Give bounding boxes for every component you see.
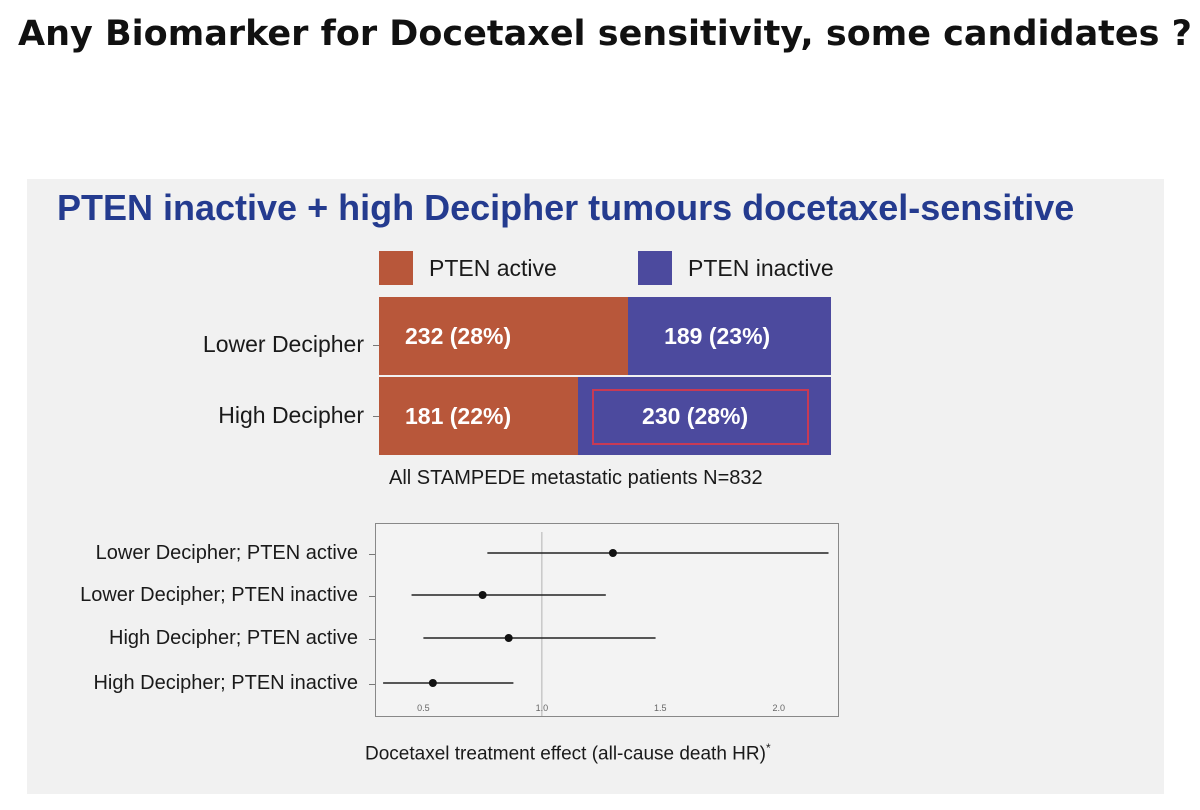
forest-row-label: High Decipher; PTEN active — [109, 627, 358, 649]
estimate-point — [478, 591, 487, 599]
forest-x-axis-label-text: Docetaxel treatment effect (all-cause de… — [365, 743, 766, 765]
forest-axis-tick — [369, 554, 375, 555]
bar-row-label: Lower Decipher — [202, 331, 364, 357]
legend-item-pten-active: PTEN active — [379, 250, 557, 286]
bar-value-label: 189 (23%) — [664, 322, 771, 349]
legend-swatch-pten-inactive — [638, 251, 672, 285]
forest-plot-box: 0.5 1.0 1.5 2.0 — [375, 523, 839, 717]
estimate-point — [608, 549, 617, 557]
bar-row-label: High Decipher — [218, 402, 364, 428]
bar-segment-pten-inactive: 230 (28%) — [578, 377, 831, 455]
bar-chart-caption: All STAMPEDE metastatic patients N=832 — [389, 467, 763, 489]
chart-panel: PTEN inactive + high Decipher tumours do… — [27, 179, 1164, 794]
bar-axis-tick — [373, 345, 379, 346]
legend-swatch-pten-active — [379, 251, 413, 285]
x-tick-label: 0.5 — [417, 703, 430, 713]
legend-label-pten-active: PTEN active — [429, 254, 557, 281]
x-tick-label: 2.0 — [773, 703, 786, 713]
x-tick-label: 1.0 — [536, 703, 549, 713]
forest-row-label: High Decipher; PTEN inactive — [93, 672, 358, 694]
highlight-box — [592, 389, 809, 445]
bar-segment-pten-active: 181 (22%) — [379, 377, 579, 455]
forest-x-axis-label: Docetaxel treatment effect (all-cause de… — [365, 741, 771, 765]
chart-title: PTEN inactive + high Decipher tumours do… — [57, 187, 1075, 228]
forest-row-label: Lower Decipher; PTEN active — [95, 542, 358, 564]
bar-segment-pten-inactive: 189 (23%) — [628, 297, 831, 375]
forest-plot: 0.5 1.0 1.5 2.0 — [383, 532, 829, 716]
bar-row-high-decipher: 181 (22%) 230 (28%) — [379, 377, 831, 455]
bar-axis-tick — [373, 416, 379, 417]
legend-item-pten-inactive: PTEN inactive — [638, 250, 834, 286]
bar-segment-pten-active: 232 (28%) — [379, 297, 629, 375]
slide-title: Any Biomarker for Docetaxel sensitivity,… — [18, 14, 1192, 54]
forest-axis-tick — [369, 596, 375, 597]
bar-row-lower-decipher: 232 (28%) 189 (23%) — [379, 297, 831, 375]
bar-value-label: 181 (22%) — [405, 402, 512, 429]
forest-row-label: Lower Decipher; PTEN inactive — [80, 584, 358, 606]
forest-axis-tick — [369, 684, 375, 685]
x-tick-label: 1.5 — [654, 703, 667, 713]
estimate-point — [504, 634, 513, 642]
bar-value-label: 232 (28%) — [405, 322, 512, 349]
legend-label-pten-inactive: PTEN inactive — [688, 254, 834, 281]
forest-axis-tick — [369, 639, 375, 640]
forest-x-axis-label-marker: * — [765, 741, 771, 755]
bar-value-label: 230 (28%) — [642, 402, 749, 429]
estimate-point — [428, 679, 437, 687]
